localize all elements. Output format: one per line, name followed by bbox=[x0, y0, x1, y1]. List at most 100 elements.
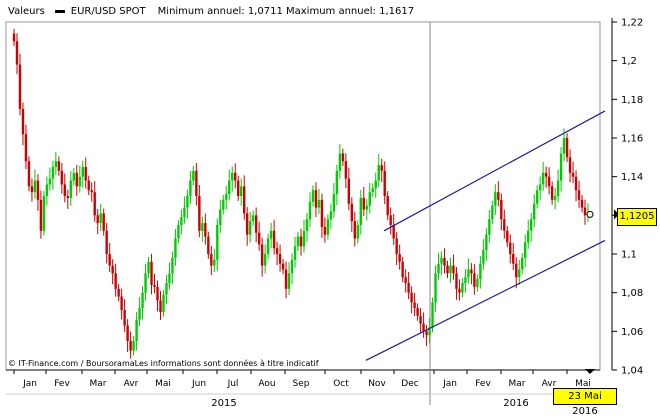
candle-body bbox=[473, 273, 476, 287]
x-tick-label: Mar bbox=[509, 379, 526, 389]
candle-body bbox=[404, 277, 407, 283]
candle-body bbox=[126, 325, 129, 341]
candle-body bbox=[278, 254, 282, 264]
last-point-marker bbox=[586, 210, 594, 218]
candle-body bbox=[168, 273, 171, 283]
candle-body bbox=[565, 138, 569, 158]
candle-body bbox=[464, 277, 467, 283]
candle-body bbox=[75, 172, 78, 187]
candle-body bbox=[60, 170, 64, 185]
x-tick-label: Fev bbox=[54, 379, 70, 389]
x-tick-label: Dec bbox=[401, 379, 418, 389]
candle-body bbox=[210, 254, 213, 266]
candle-body bbox=[550, 186, 554, 200]
candle-body bbox=[147, 261, 150, 274]
candle-body bbox=[500, 199, 503, 220]
candle-body bbox=[156, 286, 159, 301]
candle-body bbox=[524, 242, 527, 258]
candle-body bbox=[311, 190, 315, 202]
candle-body bbox=[503, 219, 506, 231]
candle-body bbox=[458, 288, 461, 293]
candle-body bbox=[308, 201, 312, 220]
candle-body bbox=[189, 180, 192, 196]
candle-body bbox=[242, 186, 246, 214]
candle-body bbox=[362, 197, 365, 210]
candle-body bbox=[338, 153, 342, 171]
candle-body bbox=[87, 180, 90, 191]
candle-body bbox=[461, 283, 464, 293]
candle-body bbox=[401, 261, 404, 278]
candle-body bbox=[24, 134, 28, 162]
candle-body bbox=[228, 180, 231, 195]
candle-body bbox=[368, 192, 371, 206]
candle-body bbox=[350, 203, 354, 222]
candle-body bbox=[219, 209, 222, 225]
candle-body bbox=[365, 205, 368, 210]
candle-body bbox=[353, 221, 357, 239]
candle-body bbox=[63, 184, 67, 196]
candle-body bbox=[521, 257, 524, 270]
candle-body bbox=[323, 226, 327, 235]
date-tag: 23 Mai 2016 bbox=[553, 388, 617, 417]
candle-body bbox=[568, 157, 572, 173]
candle-body bbox=[237, 180, 240, 196]
candle-body bbox=[356, 225, 360, 239]
candle-body bbox=[518, 269, 521, 278]
candle-body bbox=[392, 225, 395, 239]
candle-body bbox=[413, 302, 416, 309]
candle-body bbox=[380, 165, 383, 171]
candle-body bbox=[580, 199, 584, 208]
series-swatch-icon bbox=[54, 10, 65, 13]
candle-body bbox=[78, 176, 81, 187]
candle-body bbox=[123, 310, 126, 326]
candle-body bbox=[183, 207, 186, 218]
candle-body bbox=[216, 225, 219, 260]
credit-text: © IT-Finance.com / BoursoramaLes informa… bbox=[8, 359, 319, 368]
candle-body bbox=[81, 167, 84, 177]
x-tick-label: Fev bbox=[475, 379, 491, 389]
candle-body bbox=[165, 283, 168, 295]
chart-header: Valeurs EUR/USD SPOT Minimum annuel: 1,0… bbox=[8, 6, 414, 17]
candle-body bbox=[72, 172, 75, 181]
y-tick-label: 1,2 bbox=[621, 56, 637, 67]
candle-body bbox=[407, 283, 410, 293]
candle-body bbox=[541, 172, 545, 185]
candle-body bbox=[192, 170, 195, 181]
x-tick-label: Nov bbox=[368, 379, 386, 389]
x-tick-label: Avr bbox=[124, 379, 139, 389]
candle-body bbox=[248, 221, 252, 235]
candle-body bbox=[257, 232, 261, 245]
candle-body bbox=[42, 196, 46, 231]
candle-body bbox=[150, 261, 153, 285]
candle-body bbox=[287, 273, 291, 289]
candle-body bbox=[467, 269, 470, 278]
candle-body bbox=[260, 244, 264, 266]
candle-body bbox=[66, 196, 70, 198]
last-value-pointer-icon bbox=[614, 209, 619, 220]
candle-body bbox=[96, 215, 99, 224]
candle-body bbox=[99, 213, 102, 224]
channel-lower-line bbox=[365, 239, 606, 361]
candle-body bbox=[114, 273, 117, 289]
last-value-tag: 1,1205 bbox=[617, 208, 657, 226]
candle-body bbox=[51, 167, 55, 179]
candle-body bbox=[27, 161, 31, 187]
candle-body bbox=[532, 203, 536, 220]
candle-body bbox=[254, 215, 258, 233]
candle-body bbox=[332, 194, 336, 212]
candle-body bbox=[506, 230, 509, 243]
x-tick-label: Jun bbox=[191, 379, 206, 389]
candle-body bbox=[296, 236, 300, 247]
candle-body bbox=[195, 170, 198, 196]
candle-body bbox=[45, 184, 49, 196]
candle-body bbox=[225, 194, 228, 200]
candle-body bbox=[174, 238, 177, 258]
candle-body bbox=[431, 302, 434, 328]
price-chart[interactable]: 1,041,061,081,11,121,141,161,181,21,22Ja… bbox=[0, 0, 660, 409]
y-tick-label: 1,08 bbox=[621, 288, 643, 299]
candle-body bbox=[440, 257, 443, 264]
candle-body bbox=[102, 213, 105, 231]
x-tick-label: Sep bbox=[293, 379, 310, 389]
candle-body bbox=[269, 230, 273, 239]
candle-body bbox=[204, 223, 207, 237]
